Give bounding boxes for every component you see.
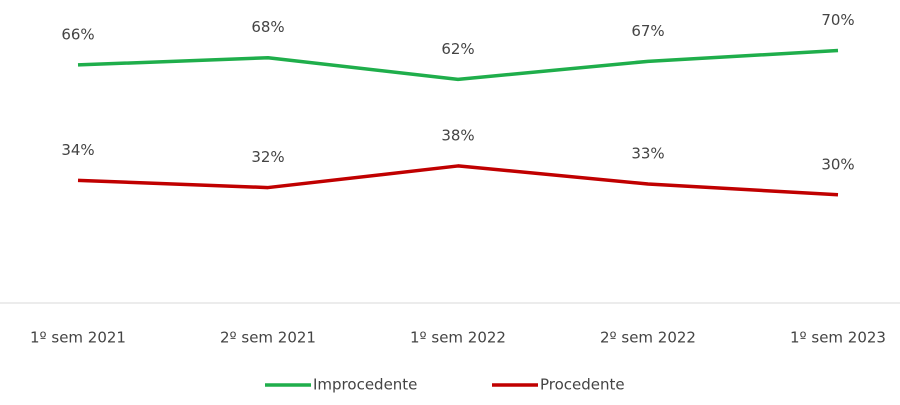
data-label: 66% bbox=[61, 25, 94, 43]
data-label: 62% bbox=[441, 40, 474, 58]
x-tick-label: 2º sem 2022 bbox=[600, 329, 696, 347]
series-line bbox=[77, 48, 839, 82]
x-tick-label: 1º sem 2022 bbox=[410, 329, 506, 347]
series-line bbox=[77, 164, 839, 197]
legend-label: Procedente bbox=[540, 376, 625, 394]
data-label: 38% bbox=[441, 126, 474, 144]
data-label: 67% bbox=[631, 22, 664, 40]
legend-label: Improcedente bbox=[313, 376, 417, 394]
data-label: 32% bbox=[251, 148, 284, 166]
x-tick-label: 1º sem 2021 bbox=[30, 329, 126, 347]
x-tick-label: 1º sem 2023 bbox=[790, 329, 886, 347]
data-label: 33% bbox=[631, 144, 664, 162]
data-label: 70% bbox=[821, 11, 854, 29]
x-tick-label: 2º sem 2021 bbox=[220, 329, 316, 347]
data-label: 68% bbox=[251, 18, 284, 36]
data-label: 34% bbox=[61, 141, 94, 159]
data-label: 30% bbox=[821, 155, 854, 173]
